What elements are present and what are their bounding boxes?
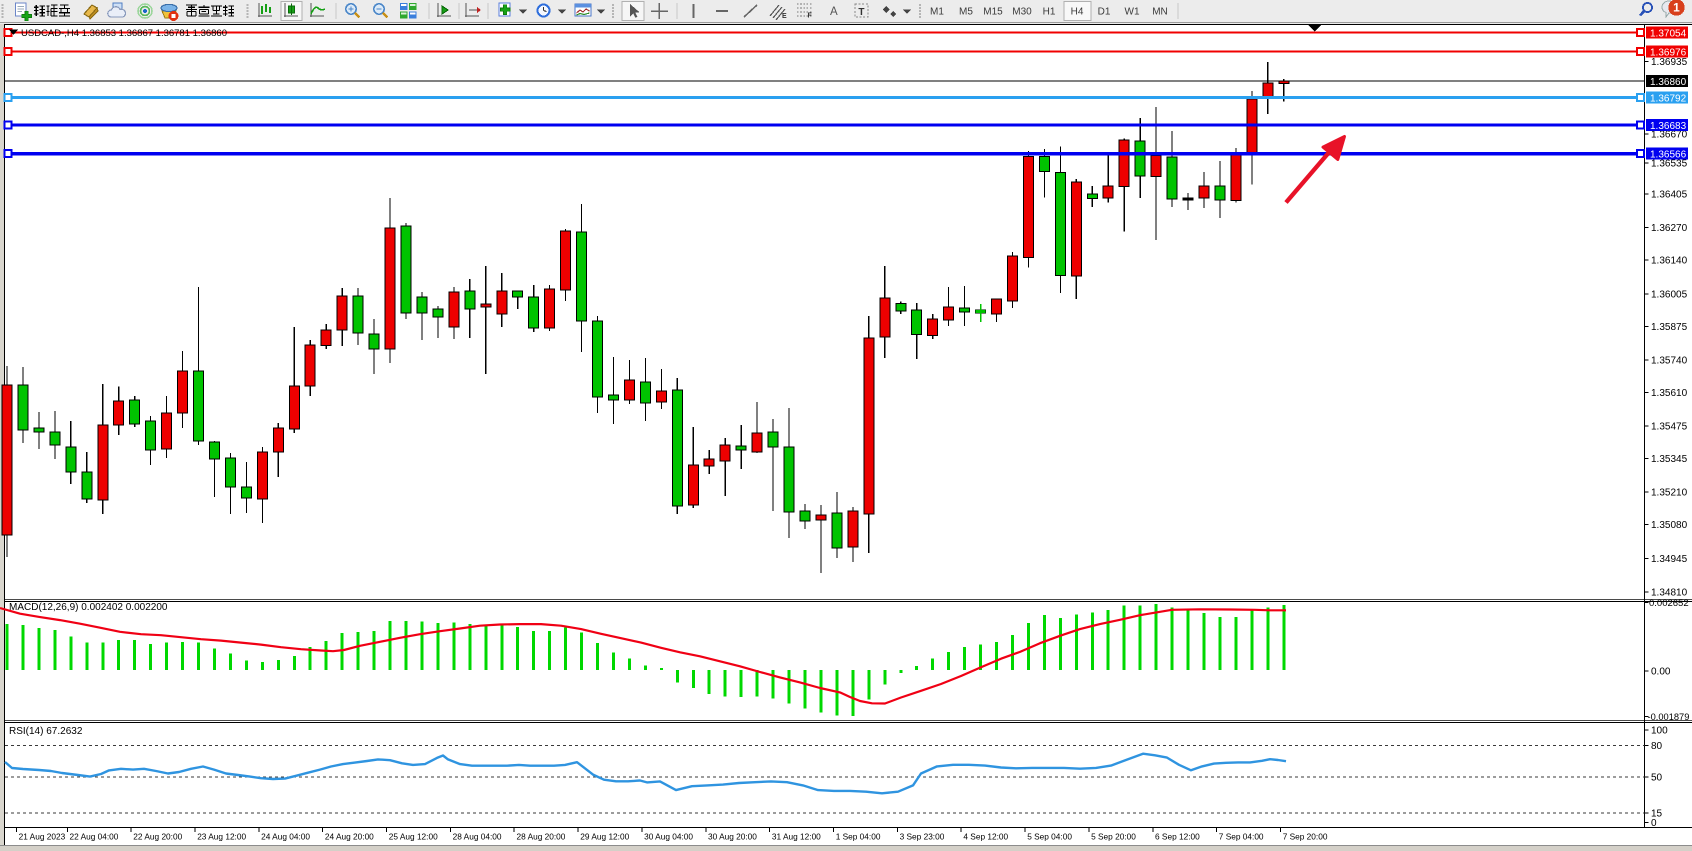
- svg-text:3 Sep 23:00: 3 Sep 23:00: [900, 831, 945, 841]
- svg-text:F: F: [808, 13, 813, 20]
- svg-text:1.35740: 1.35740: [1651, 356, 1688, 367]
- svg-text:1.36792: 1.36792: [1650, 93, 1687, 104]
- svg-text:1.35875: 1.35875: [1651, 322, 1688, 333]
- svg-text:1.36976: 1.36976: [1650, 47, 1687, 58]
- svg-text:1.36566: 1.36566: [1650, 149, 1687, 160]
- svg-text:7 Sep 20:00: 7 Sep 20:00: [1283, 831, 1328, 841]
- svg-text:D1: D1: [1098, 7, 1111, 18]
- svg-text:1.36683: 1.36683: [1650, 121, 1687, 132]
- svg-text:0: 0: [1651, 818, 1657, 829]
- svg-text:28 Aug 20:00: 28 Aug 20:00: [517, 831, 566, 841]
- svg-text:1.35080: 1.35080: [1651, 520, 1688, 531]
- svg-text:6 Sep 12:00: 6 Sep 12:00: [1155, 831, 1200, 841]
- svg-text:28 Aug 04:00: 28 Aug 04:00: [453, 831, 502, 841]
- svg-text:1.36670: 1.36670: [1651, 130, 1688, 141]
- svg-text:100: 100: [1651, 726, 1668, 737]
- svg-text:1.36935: 1.36935: [1651, 57, 1688, 68]
- svg-text:0.002652: 0.002652: [1649, 598, 1689, 609]
- svg-text:T: T: [858, 7, 864, 18]
- svg-text:1.35345: 1.35345: [1651, 454, 1688, 465]
- svg-text:29 Aug 12:00: 29 Aug 12:00: [580, 831, 629, 841]
- svg-text:1.36535: 1.36535: [1651, 159, 1688, 170]
- svg-text:30 Aug 20:00: 30 Aug 20:00: [708, 831, 757, 841]
- svg-text:50: 50: [1651, 773, 1663, 784]
- svg-text:1.34810: 1.34810: [1651, 588, 1688, 599]
- svg-text:5 Sep 20:00: 5 Sep 20:00: [1091, 831, 1136, 841]
- svg-text:23 Aug 12:00: 23 Aug 12:00: [197, 831, 246, 841]
- svg-text:25 Aug 12:00: 25 Aug 12:00: [389, 831, 438, 841]
- svg-text:22 Aug 04:00: 22 Aug 04:00: [70, 831, 119, 841]
- svg-text:M5: M5: [959, 7, 973, 18]
- svg-text:1.37054: 1.37054: [1650, 28, 1687, 39]
- svg-text:80: 80: [1651, 741, 1663, 752]
- svg-text:MACD(12,26,9) 0.002402 0.00220: MACD(12,26,9) 0.002402 0.002200: [9, 602, 168, 613]
- svg-text:A: A: [830, 6, 838, 18]
- svg-text:M1: M1: [930, 7, 944, 18]
- svg-text:7 Sep 04:00: 7 Sep 04:00: [1219, 831, 1264, 841]
- svg-text:24 Aug 04:00: 24 Aug 04:00: [261, 831, 310, 841]
- svg-text:30 Aug 04:00: 30 Aug 04:00: [644, 831, 693, 841]
- svg-text:1.35610: 1.35610: [1651, 388, 1688, 399]
- svg-text:21 Aug 2023: 21 Aug 2023: [19, 831, 66, 841]
- svg-text:1.34945: 1.34945: [1651, 554, 1688, 565]
- svg-text:W1: W1: [1125, 7, 1140, 18]
- svg-text:24 Aug 20:00: 24 Aug 20:00: [325, 831, 374, 841]
- svg-text:4 Sep 12:00: 4 Sep 12:00: [963, 831, 1008, 841]
- svg-text:USDCAD-,H4 1.36853 1.36867 1.: USDCAD-,H4 1.36853 1.36867 1.36781 1.368…: [21, 28, 227, 39]
- svg-text:1: 1: [1673, 1, 1680, 15]
- svg-text:MN: MN: [1152, 7, 1168, 18]
- svg-text:-0.001879: -0.001879: [1648, 712, 1690, 722]
- svg-text:H4: H4: [1071, 7, 1084, 18]
- svg-text:M15: M15: [983, 7, 1003, 18]
- svg-text:0.00: 0.00: [1651, 667, 1671, 678]
- svg-text:E: E: [782, 13, 787, 20]
- svg-text:M30: M30: [1012, 7, 1032, 18]
- svg-text:1.35475: 1.35475: [1651, 422, 1688, 433]
- svg-text:1.36860: 1.36860: [1650, 77, 1687, 88]
- svg-text:H1: H1: [1043, 7, 1056, 18]
- svg-text:RSI(14) 67.2632: RSI(14) 67.2632: [9, 726, 83, 737]
- svg-text:1.36005: 1.36005: [1651, 289, 1688, 300]
- svg-text:1.35210: 1.35210: [1651, 488, 1688, 499]
- svg-text:1.36270: 1.36270: [1651, 223, 1688, 234]
- svg-text:1 Sep 04:00: 1 Sep 04:00: [836, 831, 881, 841]
- svg-text:22 Aug 20:00: 22 Aug 20:00: [133, 831, 182, 841]
- svg-text:1.36140: 1.36140: [1651, 256, 1688, 267]
- svg-text:15: 15: [1651, 809, 1663, 820]
- svg-text:5 Sep 04:00: 5 Sep 04:00: [1027, 831, 1072, 841]
- svg-text:31 Aug 12:00: 31 Aug 12:00: [772, 831, 821, 841]
- svg-text:1.36405: 1.36405: [1651, 190, 1688, 201]
